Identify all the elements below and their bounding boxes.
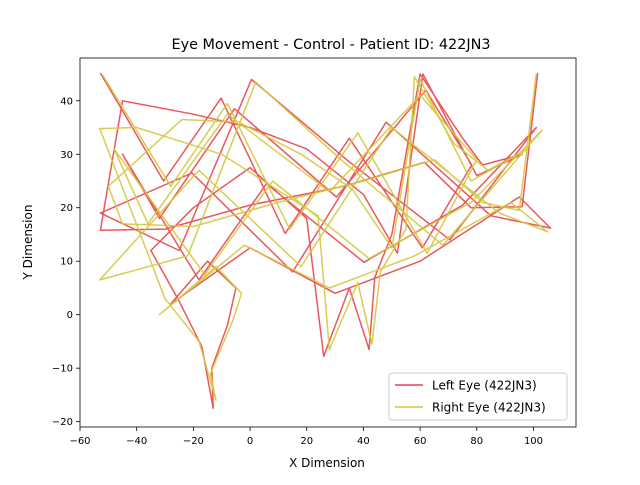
y-tick-label: 0 xyxy=(67,310,73,321)
y-tick-label: 30 xyxy=(60,150,73,161)
x-tick-label: −40 xyxy=(126,436,147,447)
x-tick-label: −20 xyxy=(183,436,204,447)
y-axis-ticks: −20 −10 0 10 20 30 40 xyxy=(52,96,80,428)
x-axis-label: X Dimension xyxy=(289,456,365,470)
legend-label-right-eye: Right Eye (422JN3) xyxy=(432,401,546,415)
x-tick-label: −60 xyxy=(69,436,90,447)
x-tick-label: 100 xyxy=(524,436,543,447)
x-tick-label: 60 xyxy=(414,436,427,447)
series-line-right-eye xyxy=(99,73,549,402)
x-tick-label: 80 xyxy=(470,436,483,447)
legend-box xyxy=(388,372,568,421)
series-layer xyxy=(99,72,552,410)
plot-area-frame xyxy=(79,57,577,428)
y-tick-label: −20 xyxy=(52,417,73,428)
legend-label-left-eye: Left Eye (422JN3) xyxy=(432,379,537,393)
x-tick-label: 0 xyxy=(247,436,253,447)
x-axis-ticks: −60 −40 −20 0 20 40 60 80 100 xyxy=(69,427,543,447)
legend: Left Eye (422JN3) Right Eye (422JN3) xyxy=(388,372,568,421)
y-tick-label: −10 xyxy=(52,364,73,375)
y-tick-label: 20 xyxy=(60,203,73,214)
x-tick-label: 20 xyxy=(300,436,313,447)
x-tick-label: 40 xyxy=(357,436,370,447)
chart-title: Eye Movement - Control - Patient ID: 422… xyxy=(171,37,490,53)
y-axis-label: Y Dimension xyxy=(21,205,35,281)
y-tick-label: 40 xyxy=(60,96,73,107)
y-tick-label: 10 xyxy=(60,257,73,268)
series-line-left-eye xyxy=(99,72,552,410)
